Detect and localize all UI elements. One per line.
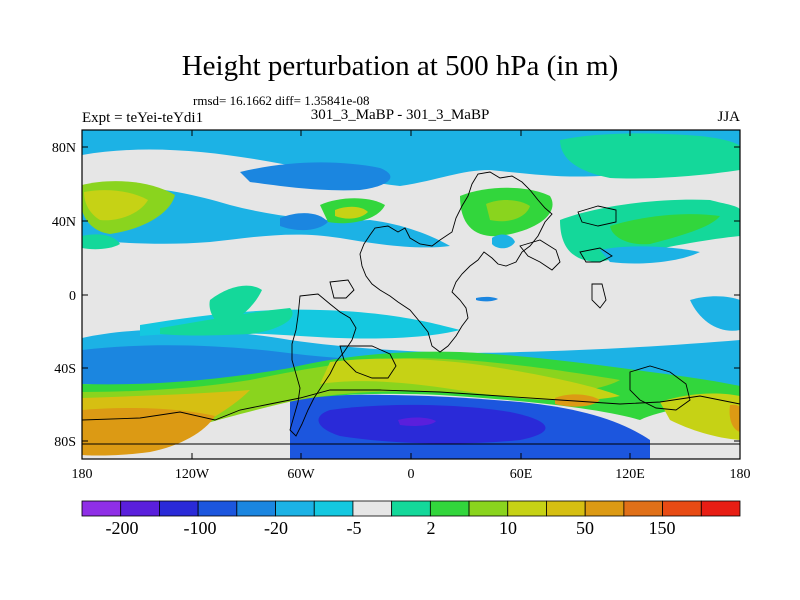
contour-neg-eurasia-small	[492, 234, 515, 249]
coastline-ne-asia	[579, 247, 613, 263]
rmsd-diff-label: rmsd= 16.1662 diff= 1.35841e-08	[193, 93, 370, 108]
lon-tick-label: 120W	[175, 467, 210, 482]
lon-tick-label: 180	[72, 467, 93, 482]
colorbar-swatch	[159, 500, 199, 517]
contour-neg-south-min	[398, 417, 436, 426]
contour-pos-se-pacific	[660, 393, 740, 440]
coastline-south-africa	[339, 345, 397, 379]
contour-neg-n-atlantic	[280, 213, 328, 231]
colorbar	[81, 500, 741, 517]
contour-neg-south-core	[318, 404, 546, 444]
contour-field	[82, 130, 740, 459]
colorbar-swatch	[546, 500, 586, 517]
contour-neg-pacific-north	[600, 246, 700, 264]
coastline-central-america	[329, 279, 355, 299]
colorbar-label: 50	[576, 518, 594, 538]
colorbar-swatch	[584, 500, 625, 517]
lon-tick-label: 120E	[615, 467, 645, 482]
contour-pos-south-band	[82, 351, 740, 432]
lon-tick-label: 0	[408, 467, 415, 482]
colorbar-swatch	[662, 500, 702, 517]
colorbar-swatch	[313, 500, 354, 517]
colorbar-label: -5	[347, 518, 362, 538]
coastline-arctic-islands	[577, 205, 617, 227]
contour-neg-north-mid	[240, 162, 391, 191]
tick-marks	[82, 130, 740, 459]
contour-neg-south-mid	[82, 345, 440, 386]
colorbar-swatch	[236, 500, 276, 517]
colorbar-swatch	[197, 500, 238, 517]
lon-tick-label: 60W	[287, 467, 315, 482]
colorbar-label: 2	[427, 518, 436, 538]
coastline-maritime	[591, 283, 607, 309]
colorbar-swatch	[120, 500, 160, 517]
season-label: JJA	[717, 109, 740, 125]
coastline-central-asia	[519, 239, 561, 271]
colorbar-labels: -200 -100 -20 -5 2 10 50 150	[106, 518, 676, 538]
coastline-africa-europe	[359, 171, 553, 353]
colorbar-swatch	[391, 500, 431, 517]
contour-pos-eurasia-core	[486, 200, 530, 222]
colorbar-swatch	[700, 500, 741, 517]
experiment-label: Expt = teYei-teYdi1	[82, 110, 204, 126]
contour-pos-north-atlantic-high	[82, 234, 120, 250]
contour-pos-indian-ocean	[555, 394, 600, 407]
runs-label: 301_3_MaBP - 301_3_MaBP	[310, 107, 490, 123]
contour-pos-eq-cyan	[476, 296, 498, 302]
contour-pos-south-yellow	[320, 358, 620, 401]
contour-pos-n-atlantic-core	[335, 206, 368, 219]
contour-neg-north-belt	[82, 186, 450, 248]
colorbar-label: -100	[184, 518, 217, 538]
plot-title: Height perturbation at 500 hPa (in m)	[181, 50, 619, 82]
lat-tick-label: 40N	[52, 215, 76, 230]
colorbar-swatch	[429, 500, 470, 517]
colorbar-swatch	[275, 500, 315, 517]
coastline-australia	[629, 365, 691, 411]
contour-pos-east-pacific	[690, 296, 740, 331]
lon-tick-label: 180	[730, 467, 751, 482]
contour-pos-n-pacific-inner	[610, 214, 720, 245]
lat-tick-label: 0	[69, 289, 76, 304]
colorbar-swatch	[507, 500, 547, 517]
colorbar-label: -200	[106, 518, 139, 538]
contour-pos-se-pacific-core	[729, 404, 740, 432]
contour-pos-tropical-green	[209, 285, 262, 326]
colorbar-label: 150	[649, 518, 676, 538]
colorbar-label: -20	[264, 518, 288, 538]
contour-pos-north-yellow-core	[84, 190, 148, 221]
coastlines	[82, 171, 740, 445]
colorbar-label: 10	[499, 518, 517, 538]
colorbar-swatch	[623, 500, 663, 517]
coastline-south-america	[289, 293, 357, 437]
lat-tick-label: 80N	[52, 141, 76, 156]
colorbar-swatch	[468, 500, 509, 517]
contour-pos-arctic-green	[560, 133, 740, 179]
colorbar-swatch	[352, 500, 393, 517]
coastline-antarctica	[82, 389, 740, 445]
lat-tick-label: 80S	[54, 435, 76, 450]
lat-tick-label: 40S	[54, 362, 76, 377]
colorbar-swatch	[81, 500, 122, 517]
lon-tick-label: 60E	[510, 467, 533, 482]
